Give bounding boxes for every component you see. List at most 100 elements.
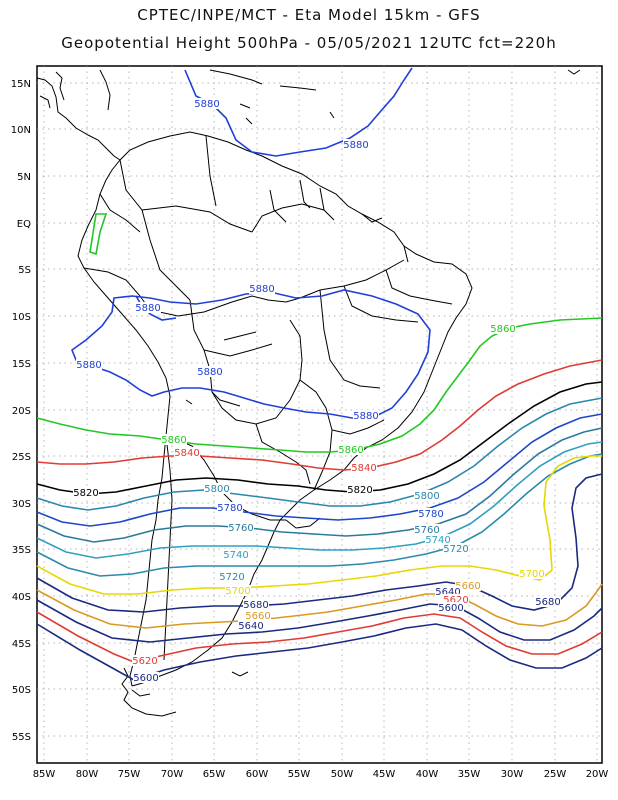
contour-label-5640: 5640 xyxy=(435,587,460,598)
contour-5860 xyxy=(36,317,603,453)
contour-label-5760: 5760 xyxy=(228,523,253,534)
contour-label-5860: 5860 xyxy=(490,324,515,335)
contour-label-bg xyxy=(197,366,223,377)
contour-5840 xyxy=(36,359,603,471)
contour-5780 xyxy=(36,413,603,527)
lat-tick-label: 40S xyxy=(12,592,31,603)
contour-label-5760: 5760 xyxy=(414,525,439,536)
contour-5680 xyxy=(36,473,603,613)
contour-label-bg xyxy=(425,534,451,545)
contour-label-5780: 5780 xyxy=(418,509,443,520)
lon-tick-label: 60W xyxy=(246,769,269,780)
contour-label-5800: 5800 xyxy=(204,484,229,495)
contour-label-bg xyxy=(225,585,251,596)
contour-labels: 5880 5880 5880 5880 5880 5880 5880 5860 5860 5860… xyxy=(73,98,561,684)
lon-tick-label: 55W xyxy=(288,769,311,780)
contour-label-bg xyxy=(414,524,440,535)
contour-5740 xyxy=(36,441,603,559)
contour-label-bg xyxy=(219,571,245,582)
contour-label-5880: 5880 xyxy=(135,303,160,314)
contour-label-bg xyxy=(245,610,271,621)
lon-tick-label: 45W xyxy=(373,769,396,780)
contour-label-5700: 5700 xyxy=(519,569,544,580)
contour-5700 xyxy=(36,455,602,595)
contour-label-5800: 5800 xyxy=(414,491,439,502)
contour-label-5840: 5840 xyxy=(351,463,376,474)
contour-label-5820: 5820 xyxy=(73,488,98,499)
contour-label-bg xyxy=(204,483,230,494)
graticule xyxy=(37,66,602,763)
contour-label-bg xyxy=(438,602,464,613)
lon-tick-label: 65W xyxy=(203,769,226,780)
contour-5660 xyxy=(36,583,603,629)
contour-label-bg xyxy=(133,672,159,683)
lat-tick-label: 30S xyxy=(12,499,31,510)
contour-label-bg xyxy=(519,568,545,579)
contour-label-bg xyxy=(76,359,102,370)
lon-tick-label: 80W xyxy=(76,769,99,780)
lat-tick-label: 45S xyxy=(12,639,31,650)
contour-5800 xyxy=(36,397,603,511)
contour-label-5680: 5680 xyxy=(535,597,560,608)
lat-tick-label: 50S xyxy=(12,685,31,696)
contour-5640 xyxy=(36,599,603,643)
contour-label-bg xyxy=(174,447,200,458)
lat-tick-label: 5N xyxy=(17,172,31,183)
contour-5820 xyxy=(36,381,603,495)
contour-label-5880: 5880 xyxy=(343,140,368,151)
title-line-1: CPTEC/INPE/MCT - Eta Model 15km - GFS xyxy=(137,6,481,24)
lat-tick-label: EQ xyxy=(17,219,31,230)
contour-label-bg xyxy=(443,543,469,554)
contour-label-5860: 5860 xyxy=(161,435,186,446)
contour-label-5860: 5860 xyxy=(338,445,363,456)
contour-label-5600: 5600 xyxy=(438,603,463,614)
contour-label-5740: 5740 xyxy=(425,535,450,546)
lon-tick-label: 20W xyxy=(586,769,609,780)
contour-label-bg xyxy=(435,586,461,597)
contour-5720 xyxy=(36,453,603,577)
title-line-2: Geopotential Height 500hPa - 05/05/2021 … xyxy=(61,34,557,52)
lon-tick-label: 30W xyxy=(501,769,524,780)
lon-tick-label: 75W xyxy=(118,769,141,780)
contour-lines xyxy=(36,67,603,681)
lat-tick-label: 35S xyxy=(12,545,31,556)
contour-label-5880: 5880 xyxy=(76,360,101,371)
lon-tick-label: 25W xyxy=(544,769,567,780)
contour-label-bg xyxy=(135,302,161,313)
contour-label-bg xyxy=(161,434,187,445)
contour-label-5660: 5660 xyxy=(245,611,270,622)
contour-label-bg xyxy=(490,323,516,334)
contour-label-5620: 5620 xyxy=(132,656,157,667)
contour-5860-island xyxy=(89,213,108,256)
contour-5760 xyxy=(36,427,603,543)
contour-label-bg xyxy=(73,487,99,498)
lon-tick-label: 85W xyxy=(33,769,56,780)
contour-label-5820: 5820 xyxy=(347,485,372,496)
contour-label-bg xyxy=(223,549,249,560)
lat-tick-label: 15S xyxy=(12,359,31,370)
contour-label-5840: 5840 xyxy=(174,448,199,459)
contour-label-5700: 5700 xyxy=(225,586,250,597)
contour-label-bg xyxy=(351,462,377,473)
contour-label-5720: 5720 xyxy=(219,572,244,583)
lat-tick-label: 10N xyxy=(11,125,31,136)
contour-label-5880: 5880 xyxy=(249,284,274,295)
contour-label-bg xyxy=(132,655,158,666)
contour-label-5720: 5720 xyxy=(443,544,468,555)
contour-label-bg xyxy=(353,410,379,421)
contour-label-bg xyxy=(228,522,254,533)
contour-label-bg xyxy=(347,484,373,495)
contour-label-5640: 5640 xyxy=(238,621,263,632)
lat-tick-label: 5S xyxy=(18,265,31,276)
lat-tick-label: 15N xyxy=(11,79,31,90)
lon-tick-label: 70W xyxy=(161,769,184,780)
contour-label-5660: 5660 xyxy=(455,581,480,592)
contour-label-5780: 5780 xyxy=(217,503,242,514)
contour-label-5880: 5880 xyxy=(197,367,222,378)
contour-label-bg xyxy=(418,508,444,519)
contour-label-bg xyxy=(194,98,220,109)
contour-label-bg xyxy=(238,620,264,631)
lat-tick-label: 10S xyxy=(12,312,31,323)
contour-label-5880: 5880 xyxy=(194,99,219,110)
